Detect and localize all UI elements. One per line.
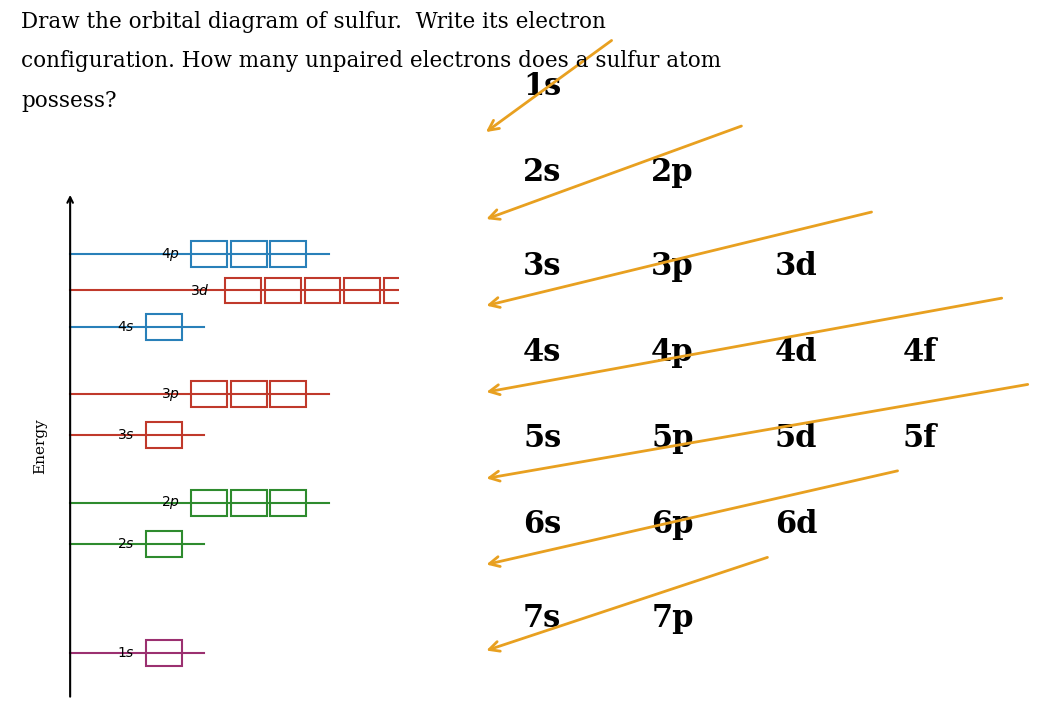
- Text: Draw the orbital diagram of sulfur.  Write its electron: Draw the orbital diagram of sulfur. Writ…: [21, 11, 606, 33]
- Text: 4f: 4f: [903, 336, 937, 368]
- FancyBboxPatch shape: [191, 381, 227, 407]
- Text: 1s: 1s: [523, 70, 562, 102]
- FancyBboxPatch shape: [231, 490, 267, 516]
- FancyBboxPatch shape: [304, 278, 340, 303]
- Text: Energy: Energy: [33, 418, 47, 474]
- Text: 3s: 3s: [523, 250, 562, 282]
- Text: 3p: 3p: [651, 250, 694, 282]
- Text: 6p: 6p: [651, 509, 694, 541]
- Text: $2\mathit{s}$: $2\mathit{s}$: [117, 537, 134, 551]
- Text: 3d: 3d: [775, 250, 818, 282]
- FancyBboxPatch shape: [265, 278, 300, 303]
- FancyBboxPatch shape: [384, 278, 420, 303]
- FancyBboxPatch shape: [146, 640, 182, 666]
- FancyBboxPatch shape: [271, 242, 307, 267]
- FancyBboxPatch shape: [146, 531, 182, 557]
- Text: $1\mathit{s}$: $1\mathit{s}$: [117, 646, 134, 660]
- FancyBboxPatch shape: [271, 490, 307, 516]
- FancyBboxPatch shape: [146, 423, 182, 449]
- Text: configuration. How many unpaired electrons does a sulfur atom: configuration. How many unpaired electro…: [21, 50, 721, 73]
- Text: $4\mathit{p}$: $4\mathit{p}$: [161, 246, 180, 262]
- Text: 7p: 7p: [651, 603, 694, 634]
- FancyBboxPatch shape: [231, 381, 267, 407]
- Text: $2\mathit{p}$: $2\mathit{p}$: [161, 494, 180, 511]
- FancyBboxPatch shape: [146, 313, 182, 339]
- FancyBboxPatch shape: [344, 278, 380, 303]
- Text: 2p: 2p: [651, 157, 694, 188]
- Text: $3\mathit{s}$: $3\mathit{s}$: [117, 429, 134, 442]
- Text: 7s: 7s: [523, 603, 562, 634]
- Text: 4d: 4d: [775, 336, 817, 368]
- Text: 5d: 5d: [775, 423, 817, 454]
- Text: 5p: 5p: [651, 423, 694, 454]
- FancyBboxPatch shape: [225, 278, 261, 303]
- Text: 6s: 6s: [523, 509, 562, 541]
- Text: 6d: 6d: [775, 509, 817, 541]
- FancyBboxPatch shape: [271, 381, 307, 407]
- FancyBboxPatch shape: [231, 242, 267, 267]
- Text: 5s: 5s: [523, 423, 562, 454]
- FancyBboxPatch shape: [191, 490, 227, 516]
- Text: 2s: 2s: [523, 157, 562, 188]
- Text: $4\mathit{s}$: $4\mathit{s}$: [117, 320, 134, 334]
- Text: 4p: 4p: [651, 336, 694, 368]
- Text: 5f: 5f: [903, 423, 937, 454]
- Text: $3\mathit{p}$: $3\mathit{p}$: [161, 385, 180, 403]
- Text: 4s: 4s: [523, 336, 562, 368]
- Text: possess?: possess?: [21, 90, 117, 112]
- FancyBboxPatch shape: [191, 242, 227, 267]
- Text: $3\mathit{d}$: $3\mathit{d}$: [190, 283, 210, 298]
